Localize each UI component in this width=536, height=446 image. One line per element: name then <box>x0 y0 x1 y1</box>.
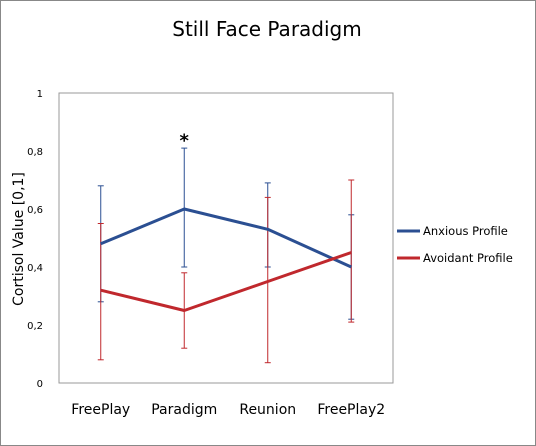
y-tick-label: 1 <box>37 89 43 100</box>
x-tick-label: FreePlay2 <box>317 402 385 418</box>
y-tick-label: 0,8 <box>27 147 43 158</box>
x-tick-label: Reunion <box>239 402 296 418</box>
y-axis-label: Cortisol Value [0,1] <box>11 172 27 306</box>
legend-label: Anxious Profile <box>423 224 508 238</box>
significance-marker: * <box>180 131 190 152</box>
x-tick-label: FreePlay <box>71 402 130 418</box>
x-tick-label: Paradigm <box>151 402 217 418</box>
legend-label: Avoidant Profile <box>423 251 513 265</box>
y-tick-label: 0,4 <box>27 263 43 274</box>
series-line <box>100 207 352 269</box>
y-tick-label: 0,6 <box>27 205 43 216</box>
y-tick-label: 0,2 <box>27 321 43 332</box>
series-line <box>100 251 352 312</box>
plot-area <box>58 92 394 384</box>
y-tick-label: 0 <box>37 379 43 390</box>
chart-title: Still Face Paradigm <box>172 17 361 41</box>
